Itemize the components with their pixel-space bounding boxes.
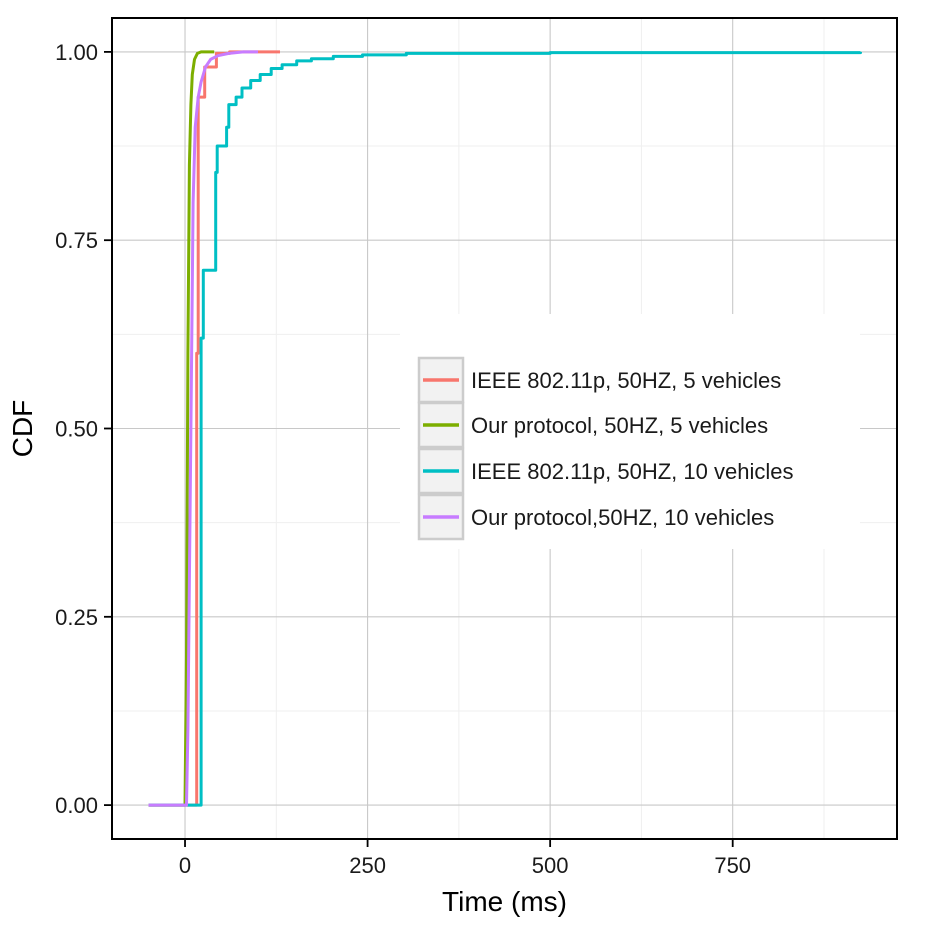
legend-background: [400, 314, 860, 549]
x-tick-label-3: 750: [714, 853, 751, 878]
y-tick-label-2: 0.50: [55, 417, 98, 442]
axes: 0 250 500 750 0.00 0.25 0.50 0.75 1.00 Time (ms) C…: [7, 40, 751, 917]
y-tick-label-4: 1.00: [55, 40, 98, 65]
legend-entry-0: IEEE 802.11p, 50HZ, 5 vehicles: [471, 368, 781, 393]
x-axis-title: Time (ms): [442, 886, 567, 917]
x-tick-label-0: 0: [179, 853, 191, 878]
legend-entry-1: Our protocol, 50HZ, 5 vehicles: [471, 413, 768, 438]
legend: IEEE 802.11p, 50HZ, 5 vehicles Our protoc…: [400, 314, 860, 549]
series-line-3: [148, 50, 258, 807]
series-lines: [148, 50, 862, 807]
y-tick-label-3: 0.75: [55, 228, 98, 253]
legend-entry-2: IEEE 802.11p, 50HZ, 10 vehicles: [471, 459, 793, 484]
x-tick-label-1: 250: [349, 853, 386, 878]
y-tick-label-1: 0.25: [55, 605, 98, 630]
series-line-1: [148, 50, 215, 807]
y-axis-title: CDF: [7, 400, 38, 458]
x-tick-label-2: 500: [532, 853, 569, 878]
series-line-2: [148, 51, 862, 807]
legend-entry-3: Our protocol,50HZ, 10 vehicles: [471, 505, 774, 530]
y-tick-label-0: 0.00: [55, 793, 98, 818]
